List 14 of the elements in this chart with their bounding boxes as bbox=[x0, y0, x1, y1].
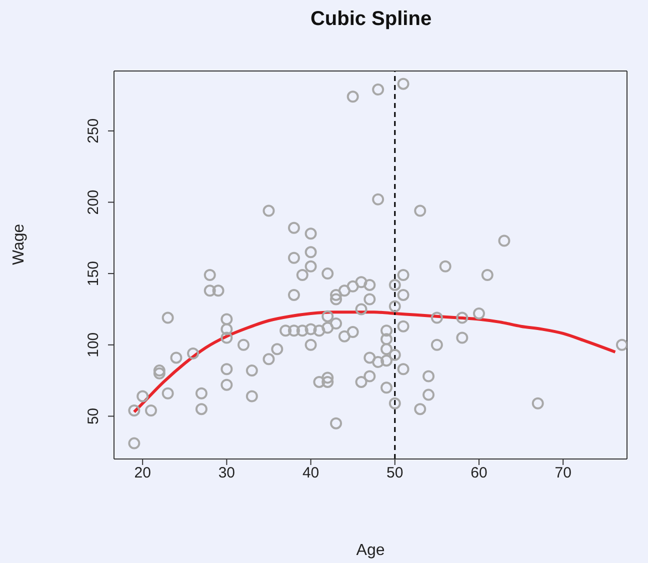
x-tick-label: 30 bbox=[218, 464, 236, 482]
x-tick-label: 40 bbox=[302, 464, 320, 482]
y-tick-label: 50 bbox=[85, 408, 102, 425]
x-tick-label: 20 bbox=[134, 464, 151, 482]
x-axis-title: Age bbox=[356, 542, 385, 559]
y-tick-label: 100 bbox=[85, 332, 102, 358]
y-axis-title: Wage bbox=[10, 224, 28, 265]
x-tick-label: 70 bbox=[554, 464, 572, 482]
y-tick-label: 250 bbox=[85, 118, 102, 144]
y-tick-label: 200 bbox=[85, 190, 102, 215]
y-tick-label: 150 bbox=[85, 261, 102, 286]
chart-title: Cubic Spline bbox=[309, 8, 433, 31]
x-tick-label: 60 bbox=[470, 464, 488, 482]
x-tick-label: 50 bbox=[386, 464, 404, 482]
